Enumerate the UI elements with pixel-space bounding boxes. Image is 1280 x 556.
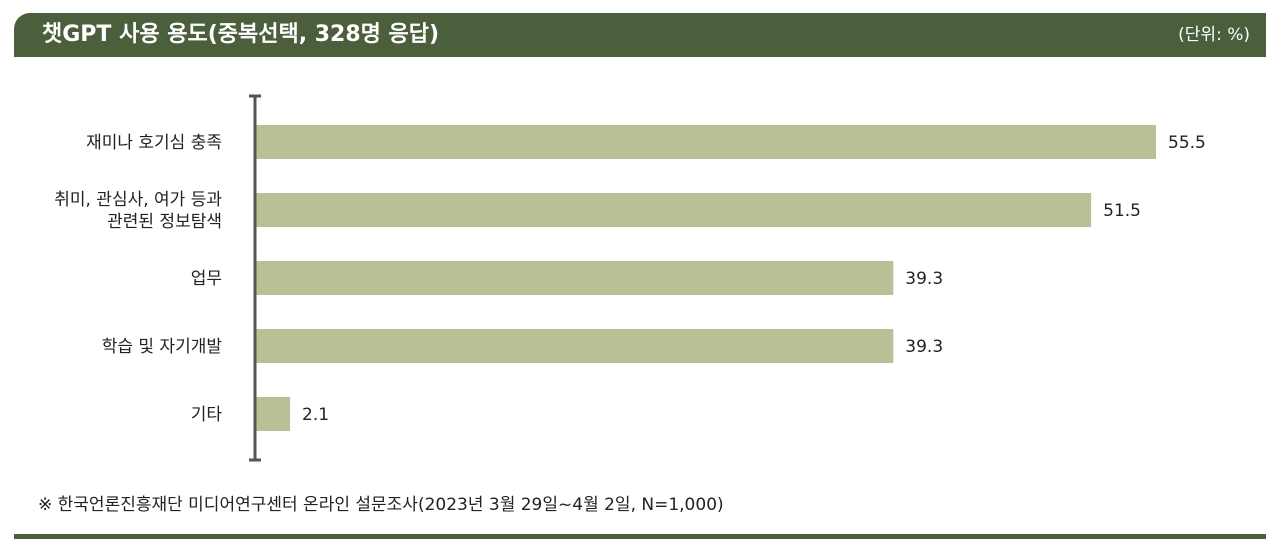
category-label-1-1: 관련된 정보탐색 (107, 212, 222, 232)
bar-3 (256, 329, 894, 363)
bar-2 (256, 261, 894, 295)
chart-header-bar: 챗GPT 사용 용도(중복선택, 328명 응답) (단위: %) (14, 13, 1266, 57)
category-label-0-0: 재미나 호기심 충족 (86, 133, 222, 153)
bar-4 (256, 397, 291, 431)
category-label-2-0: 업무 (191, 269, 222, 289)
value-label-1: 51.5 (1103, 201, 1141, 221)
bottom-divider (14, 534, 1266, 539)
bar-1 (256, 193, 1092, 227)
bar-0 (256, 125, 1156, 159)
category-label-1-0: 취미, 관심사, 여가 등과 (54, 190, 222, 210)
unit-label: (단위: %) (1178, 25, 1250, 45)
category-label-4-0: 기타 (191, 405, 223, 425)
value-label-0: 55.5 (1168, 133, 1206, 153)
value-label-4: 2.1 (302, 405, 329, 425)
value-label-3: 39.3 (905, 337, 943, 357)
source-note: ※ 한국언론진흥재단 미디어연구센터 온라인 설문조사(2023년 3월 29일… (38, 495, 724, 515)
category-label-3-0: 학습 및 자기개발 (102, 337, 223, 357)
value-label-2: 39.3 (905, 269, 943, 289)
chart-title: 챗GPT 사용 용도(중복선택, 328명 응답) (42, 22, 440, 47)
